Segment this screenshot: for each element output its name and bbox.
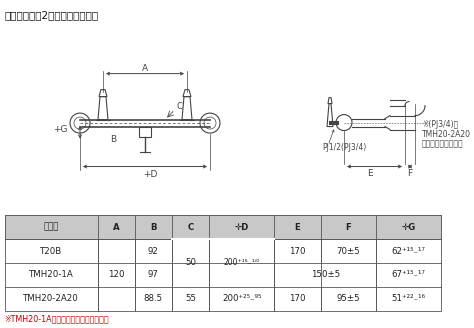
Text: 95±5: 95±5 <box>337 294 360 303</box>
Text: 97: 97 <box>148 270 159 279</box>
Text: TMH20-2A20: TMH20-2A20 <box>23 294 79 303</box>
Text: 200⁺¹⁵₋¹ⁱ⁰: 200⁺¹⁵₋¹ⁱ⁰ <box>224 258 260 268</box>
Text: の場合を示します。: の場合を示します。 <box>422 139 464 149</box>
Text: 51⁺²²₋¹⁶: 51⁺²²₋¹⁶ <box>392 294 426 303</box>
Text: ✛G: ✛G <box>402 223 416 232</box>
Text: T20B: T20B <box>40 247 62 256</box>
Text: ※TMH20-1Aのスパウトは固定式です。: ※TMH20-1Aのスパウトは固定式です。 <box>5 314 109 323</box>
Text: F: F <box>408 169 412 177</box>
Text: F: F <box>346 223 351 232</box>
Text: TMH20-1A: TMH20-1A <box>29 270 73 279</box>
Text: B: B <box>150 223 156 232</box>
Text: 壁付きタイプ2ハンドルバス水栓: 壁付きタイプ2ハンドルバス水栓 <box>5 10 99 20</box>
Text: TMH20-2A20: TMH20-2A20 <box>422 130 471 138</box>
Text: 170: 170 <box>289 247 306 256</box>
Text: ✛D: ✛D <box>235 223 249 232</box>
Bar <box>139 127 151 136</box>
Bar <box>5 215 441 311</box>
Text: C: C <box>187 223 194 232</box>
Text: 170: 170 <box>289 294 306 303</box>
Text: 70±5: 70±5 <box>337 247 360 256</box>
Text: PJ1/2(PJ3/4): PJ1/2(PJ3/4) <box>322 143 366 152</box>
Text: E: E <box>294 223 300 232</box>
Text: A: A <box>113 223 119 232</box>
Text: 67⁺¹⁵₋¹⁷: 67⁺¹⁵₋¹⁷ <box>392 270 426 279</box>
Text: 92: 92 <box>148 247 159 256</box>
Text: 55: 55 <box>185 294 196 303</box>
Text: 62⁺¹⁵₋¹⁷: 62⁺¹⁵₋¹⁷ <box>392 247 426 256</box>
Text: C: C <box>177 102 183 111</box>
Text: 88.5: 88.5 <box>144 294 163 303</box>
Text: 200⁺²⁵₋⁹⁵: 200⁺²⁵₋⁹⁵ <box>222 294 261 303</box>
Text: +D: +D <box>143 170 157 178</box>
Text: +G: +G <box>53 125 67 133</box>
Bar <box>5 215 441 239</box>
Text: A: A <box>142 64 148 72</box>
Text: 品　番: 品 番 <box>44 223 59 232</box>
Text: 120: 120 <box>108 270 125 279</box>
Text: 150±5: 150±5 <box>310 270 340 279</box>
Text: B: B <box>110 134 116 144</box>
Text: E: E <box>367 169 373 177</box>
Text: 50: 50 <box>185 258 196 268</box>
Text: ※(PJ3/4)は: ※(PJ3/4)は <box>422 120 458 129</box>
